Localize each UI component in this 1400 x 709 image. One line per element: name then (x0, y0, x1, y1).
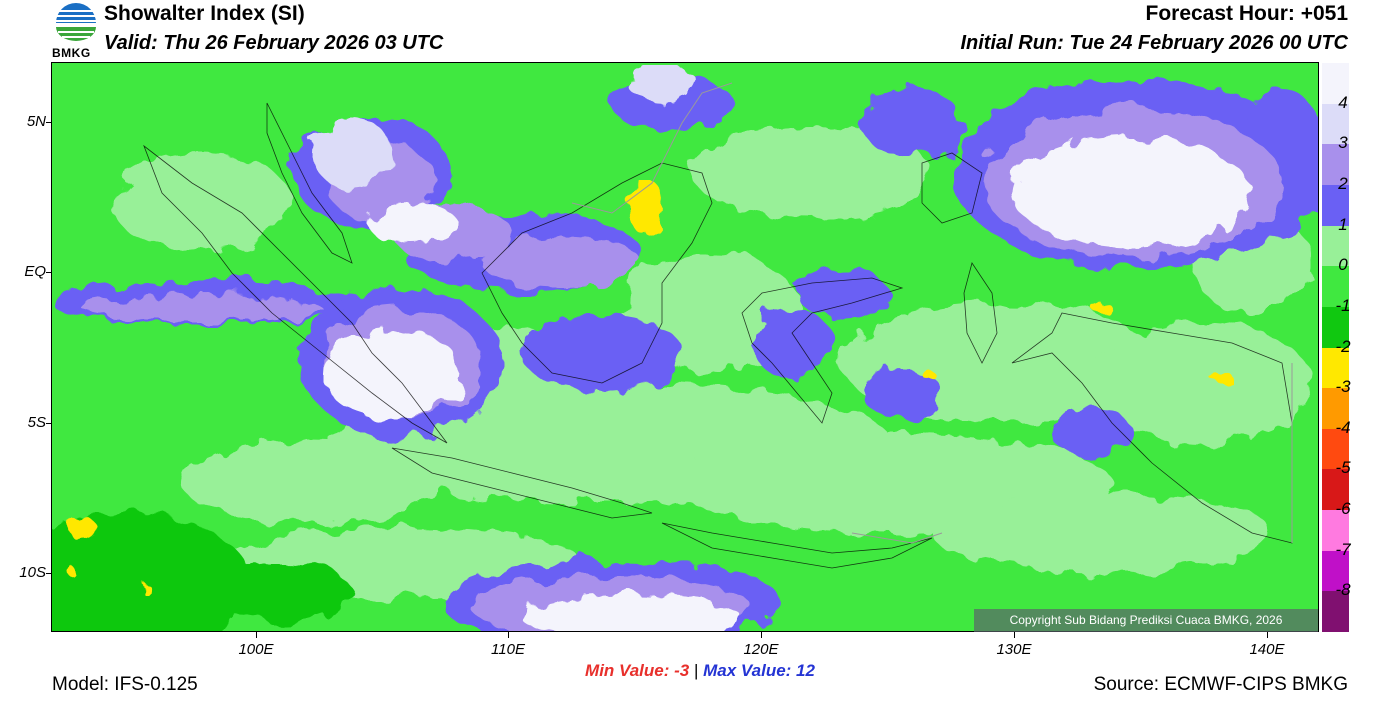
field-contours (0, 65, 1327, 653)
lon-tick (761, 632, 762, 638)
lat-tick (46, 573, 52, 574)
colorbar-label: -7 (1335, 539, 1351, 559)
lon-tick (1267, 632, 1268, 638)
colorbar-label: -3 (1335, 377, 1351, 397)
colorbar-label: -8 (1335, 580, 1351, 600)
colorbar-label: 2 (1338, 173, 1348, 193)
colorbar-box (1322, 103, 1349, 145)
colorbar-label: 1 (1338, 214, 1348, 234)
colorbar-box (1322, 225, 1349, 267)
valid-time: Valid: Thu 26 February 2026 03 UTC (104, 32, 444, 54)
lat-tick (46, 272, 52, 273)
colorbar-box (1322, 266, 1349, 308)
lat-tick (46, 122, 52, 123)
logo-text: BMKG (52, 46, 91, 60)
map-title: Showalter Index (SI) (104, 2, 305, 25)
colorbar-box (1322, 63, 1349, 105)
min-value: Min Value: -3 (585, 661, 690, 680)
colorbar-label: -2 (1335, 336, 1351, 356)
colorbar-box (1322, 550, 1349, 592)
lat-label-eq: EQ (24, 263, 46, 280)
forecast-hour: Forecast Hour: +051 (1145, 2, 1349, 25)
lon-label-110e: 110E (491, 641, 525, 658)
colorbar-label: -6 (1335, 499, 1351, 519)
model-label: Model: IFS-0.125 (52, 674, 198, 695)
colorbar-box (1322, 306, 1349, 348)
colorbar-box (1322, 144, 1349, 186)
source-label: Source: ECMWF-CIPS BMKG (1093, 674, 1348, 695)
max-value: Max Value: 12 (703, 661, 815, 680)
colorbar-label: 0 (1338, 255, 1348, 275)
colorbar-box (1322, 591, 1349, 633)
copyright-notice: Copyright Sub Bidang Prediksi Cuaca BMKG… (974, 609, 1318, 632)
colorbar (1322, 63, 1349, 633)
colorbar-label: -5 (1335, 458, 1351, 478)
coastlines (143, 102, 1293, 569)
colorbar-label: 4 (1338, 92, 1348, 112)
showalter-field-map (0, 63, 1327, 653)
bmkg-logo (52, 1, 100, 45)
lon-label-130e: 130E (996, 641, 1032, 658)
map-panel (0, 63, 1327, 653)
lon-label-140e: 140E (1249, 641, 1285, 658)
lon-label-120e: 120E (743, 641, 779, 658)
lon-label-100e: 100E (238, 641, 274, 658)
colorbar-box (1322, 428, 1349, 470)
colorbar-box (1322, 347, 1349, 389)
lat-label-10s: 10S (19, 564, 46, 581)
min-max-values: Min Value: -3 | Max Value: 12 (0, 661, 1400, 681)
colorbar-label: -4 (1335, 417, 1351, 437)
lat-label-5n: 5N (26, 113, 46, 130)
lon-tick (256, 632, 257, 638)
colorbar-box (1322, 184, 1349, 227)
borders (571, 82, 1293, 544)
min-max-separator: | (693, 661, 699, 680)
colorbar-box (1322, 469, 1349, 511)
colorbar-box (1322, 388, 1349, 430)
colorbar-box (1322, 510, 1349, 552)
lat-label-5s: 5S (27, 414, 46, 431)
map-frame (51, 62, 1319, 632)
colorbar-label: -1 (1335, 295, 1351, 315)
initial-run: Initial Run: Tue 24 February 2026 00 UTC (960, 32, 1348, 54)
lon-tick (1014, 632, 1015, 638)
lon-tick (508, 632, 509, 638)
lat-tick (46, 423, 52, 424)
colorbar-label: 3 (1338, 133, 1348, 153)
